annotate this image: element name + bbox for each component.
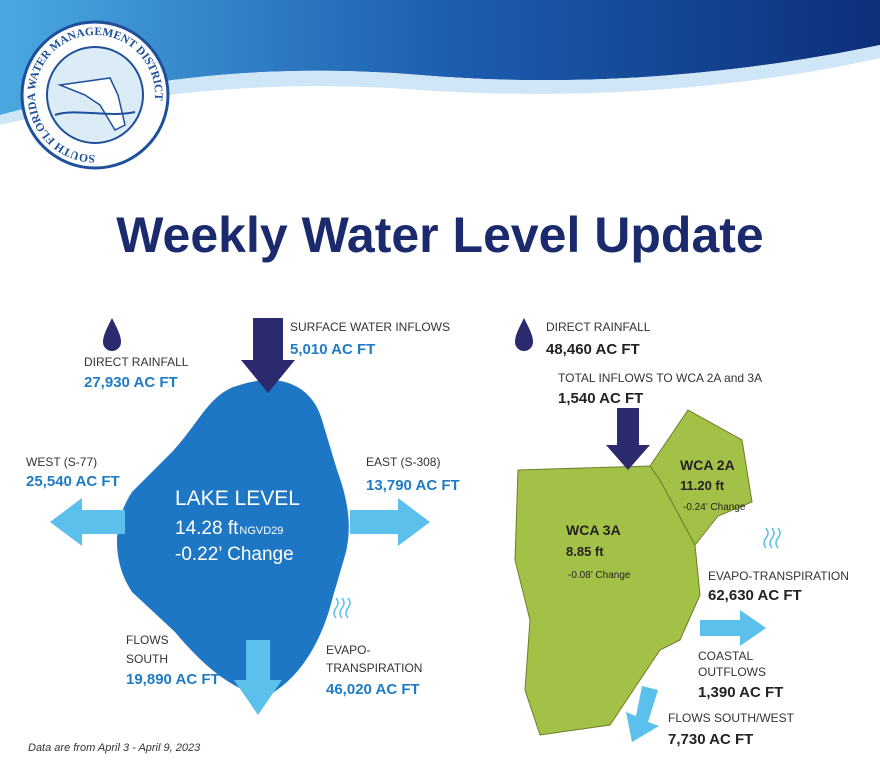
raindrop xyxy=(515,318,533,351)
south-arrow xyxy=(234,640,282,715)
value: 62,630 AC FT xyxy=(708,587,802,604)
wca-label: WCA 3A xyxy=(566,522,621,538)
wca-value: 8.85 ft xyxy=(566,544,604,559)
raindrop xyxy=(103,318,121,351)
evapo-waves xyxy=(333,597,351,619)
lake-level-value: 14.28 ftNGVD29 xyxy=(175,518,283,539)
wca-label: WCA 2A xyxy=(680,457,735,473)
inflow-arrow xyxy=(606,408,650,470)
value: 48,460 AC FT xyxy=(546,341,640,358)
lake-shape xyxy=(117,380,349,697)
value: 5,010 AC FT xyxy=(290,341,375,358)
label: FLOWS xyxy=(126,633,169,647)
coastal-arrow xyxy=(700,610,766,646)
value: 14.28 ft xyxy=(175,518,239,539)
label: DIRECT RAINFALL xyxy=(546,320,651,334)
value: 46,020 AC FT xyxy=(326,681,420,698)
lake-level-label: LAKE LEVEL xyxy=(175,487,300,510)
footer: Data are from April 3 - April 9, 2023 xyxy=(28,742,201,754)
label: SOUTH xyxy=(126,652,168,666)
logo: SOUTH FLORIDA WATER MANAGEMENT DISTRICT xyxy=(20,20,170,170)
header-wave-light xyxy=(0,45,880,125)
header-wave xyxy=(0,0,880,115)
label: WEST (S-77) xyxy=(26,455,97,469)
label: EVAPO- xyxy=(326,643,370,657)
label: TOTAL INFLOWS TO WCA 2A and 3A xyxy=(558,371,762,385)
label: TRANSPIRATION xyxy=(326,661,422,675)
evapo-waves xyxy=(763,527,781,549)
value: 1,540 AC FT xyxy=(558,390,643,407)
label: OUTFLOWS xyxy=(698,665,766,679)
datum: NGVD29 xyxy=(239,525,283,537)
wca-change: -0.24’ Change xyxy=(683,502,746,513)
label: DIRECT RAINFALL xyxy=(84,355,189,369)
value: 7,730 AC FT xyxy=(668,731,753,748)
label: EAST (S-308) xyxy=(366,455,440,469)
label: FLOWS SOUTH/WEST xyxy=(668,711,795,725)
inflow-arrow xyxy=(241,318,295,393)
wca-value: 11.20 ft xyxy=(680,478,725,493)
value: 27,930 AC FT xyxy=(84,374,178,391)
lake-level-change: -0.22’ Change xyxy=(175,544,294,565)
label: EVAPO-TRANSPIRATION xyxy=(708,569,849,583)
west-arrow xyxy=(50,498,125,546)
south-west-arrow xyxy=(626,686,659,742)
wca-3a-shape xyxy=(514,465,701,736)
title: Weekly Water Level Update xyxy=(116,207,763,263)
wca-2a-shape xyxy=(649,409,753,546)
value: 19,890 AC FT xyxy=(126,671,220,688)
value: 1,390 AC FT xyxy=(698,684,783,701)
value: 13,790 AC FT xyxy=(366,477,460,494)
label: COASTAL xyxy=(698,649,753,663)
wca-change: -0.08’ Change xyxy=(568,570,631,581)
value: 25,540 AC FT xyxy=(26,473,120,490)
east-arrow xyxy=(350,498,430,546)
label: SURFACE WATER INFLOWS xyxy=(290,320,450,334)
